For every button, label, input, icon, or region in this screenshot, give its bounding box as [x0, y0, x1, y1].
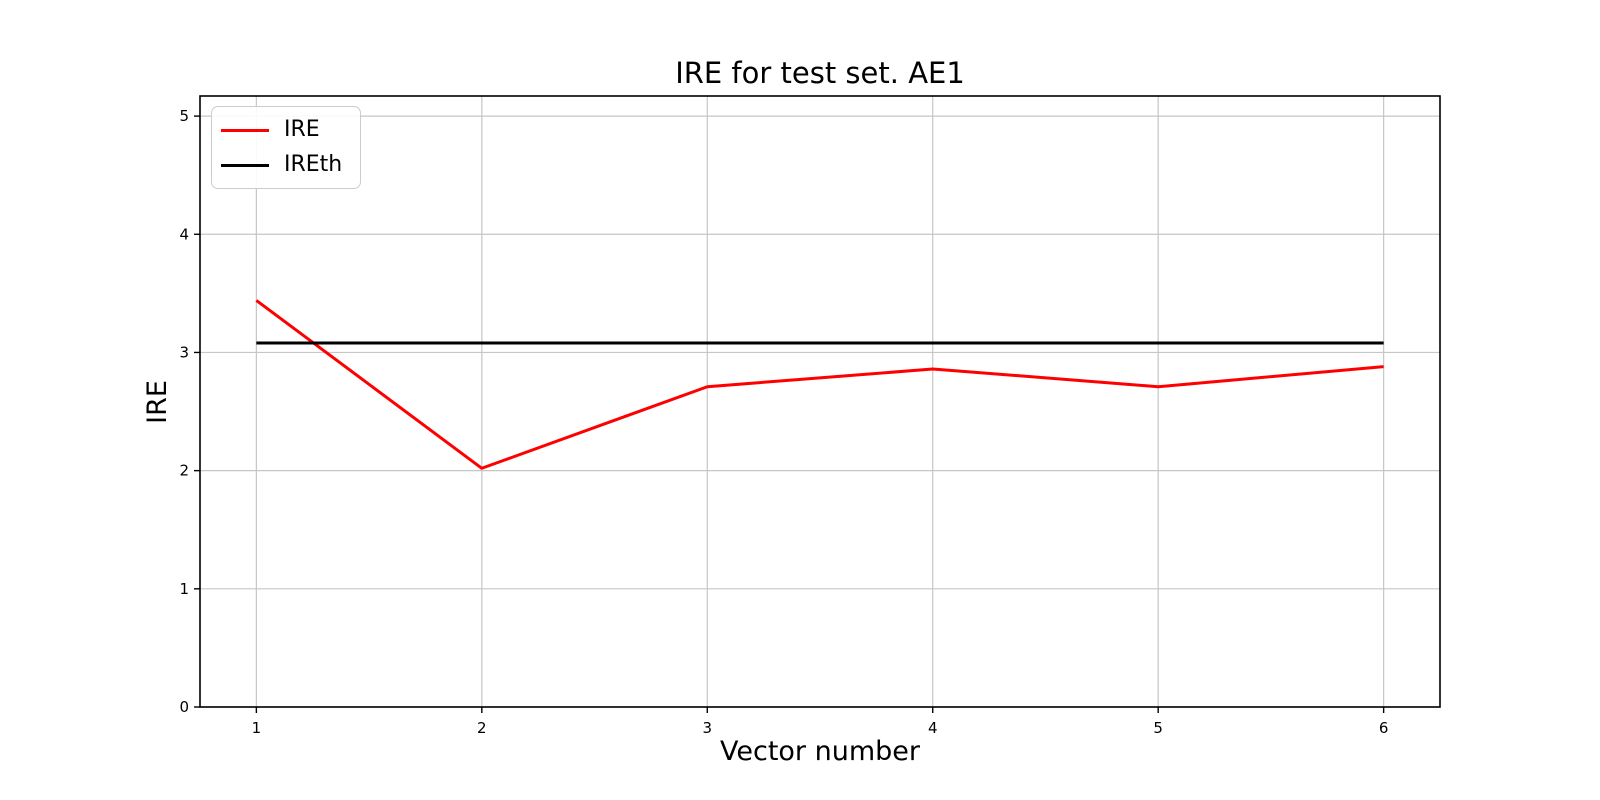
- legend-label-ireth: IREth: [284, 152, 343, 177]
- legend-item-ireth: IREth: [221, 151, 342, 179]
- tick-layer: 1 2 3 4 5 6 0 1 2 3 4 5: [179, 107, 1388, 737]
- y-tick-label: 4: [179, 225, 189, 243]
- legend-line-sample-ire: [221, 128, 269, 132]
- x-tick-label: 2: [477, 719, 487, 737]
- x-tick-label: 6: [1379, 719, 1389, 737]
- chart-title: IRE for test set. AE1: [675, 56, 965, 90]
- legend-item-ire: IRE: [221, 116, 342, 144]
- series-line-ire: [255, 299, 1384, 470]
- x-tick-label: 3: [702, 719, 712, 737]
- legend: IRE IREth: [211, 106, 362, 189]
- y-axis-label: IRE: [142, 380, 173, 424]
- grid-layer: [200, 96, 1440, 708]
- x-tick-label: 4: [928, 719, 938, 737]
- series-layer: [255, 299, 1384, 470]
- legend-line-sample-ireth: [221, 163, 269, 167]
- legend-label-ire: IRE: [284, 117, 320, 142]
- plot-border: [199, 95, 1441, 708]
- x-axis-label: Vector number: [720, 736, 921, 767]
- x-tick-label: 5: [1153, 719, 1163, 737]
- y-tick-label: 0: [179, 698, 189, 716]
- y-tick-label: 5: [179, 107, 189, 125]
- y-tick-label: 2: [179, 462, 189, 480]
- y-tick-label: 1: [179, 580, 189, 598]
- y-tick-label: 3: [179, 343, 189, 361]
- x-tick-label: 1: [252, 719, 262, 737]
